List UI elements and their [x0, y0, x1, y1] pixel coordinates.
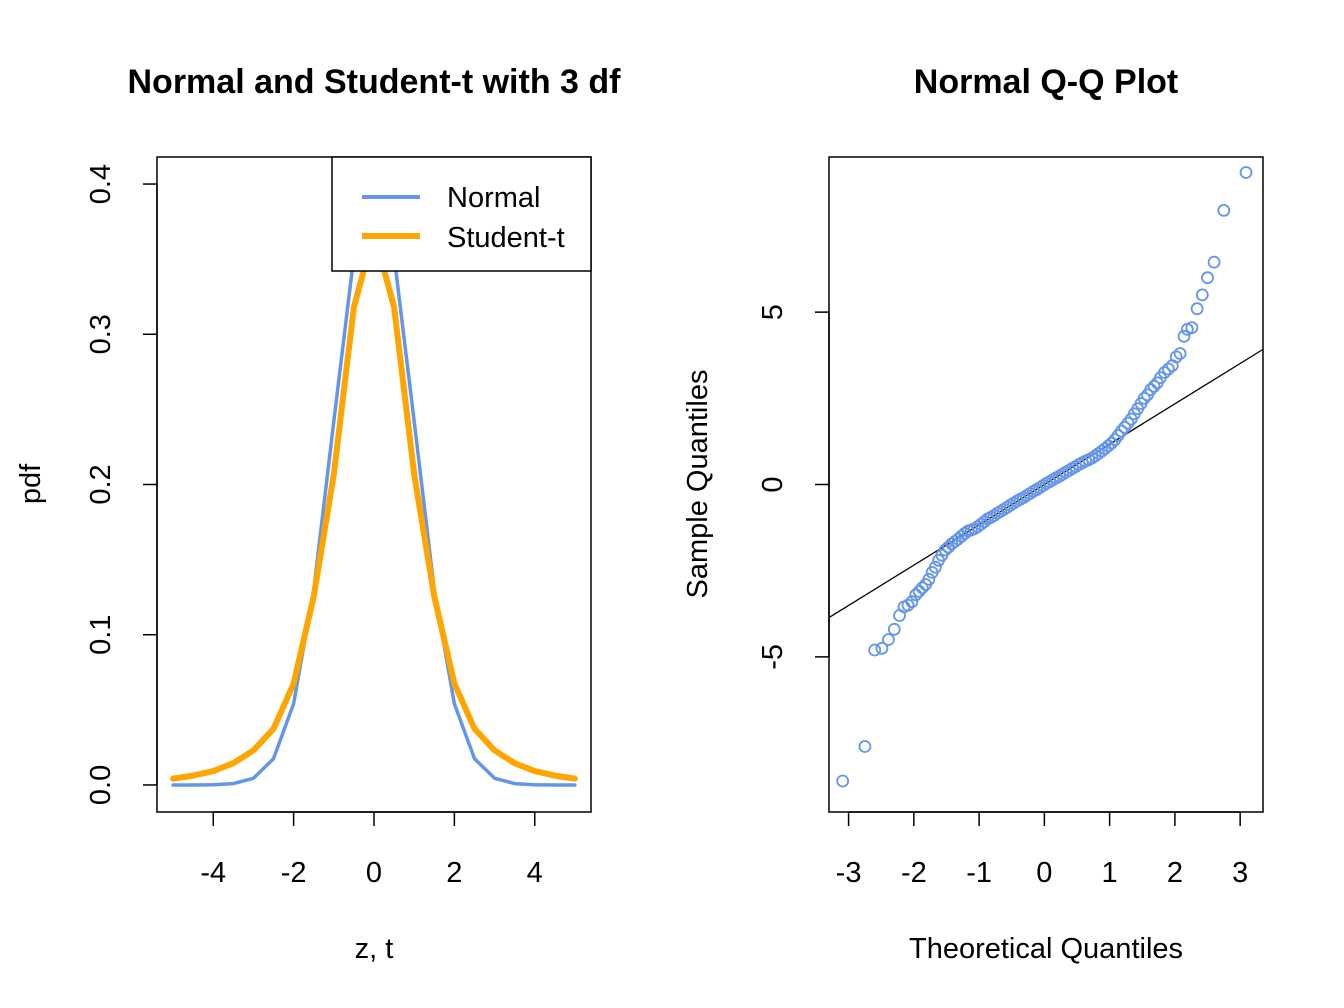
right-x-axis: -3 -2 -1 0 1 2 3	[836, 811, 1248, 889]
right-panel: Normal Q-Q Plot -3 -2 -1 0 1 2 3 -5 0 5 Theoreti…	[682, 63, 1264, 965]
qq-point	[1185, 321, 1199, 335]
x-tick-label: -2	[901, 857, 927, 889]
x-tick-label: -1	[966, 857, 992, 889]
qq-point	[977, 515, 991, 529]
left-x-axis: -4 -2 0 2 4	[200, 811, 543, 889]
right-x-axis-label: Theoretical Quantiles	[909, 933, 1183, 965]
series-line-normal	[171, 183, 577, 787]
qq-point	[1147, 379, 1161, 393]
qq-point	[901, 598, 915, 612]
qq-point	[929, 560, 942, 574]
qq-point	[1195, 288, 1209, 302]
qq-point	[1239, 166, 1253, 179]
right-chart-title: Normal Q-Q Plot	[914, 63, 1178, 101]
legend: Normal Student-t	[331, 156, 592, 272]
right-y-axis-label: Sample Quantiles	[682, 370, 714, 599]
qq-point	[1190, 302, 1204, 316]
qq-point	[1173, 347, 1187, 360]
qq-point	[909, 588, 923, 602]
qq-point	[1158, 366, 1171, 379]
qq-point	[887, 622, 901, 636]
left-y-axis: 0.0 0.1 0.2 0.3 0.4	[85, 164, 158, 805]
qq-point	[1105, 436, 1118, 450]
x-tick-label: 2	[446, 857, 462, 889]
qq-point	[1169, 350, 1183, 364]
left-plot-area	[170, 183, 578, 787]
y-tick-label: 0.1	[85, 615, 117, 655]
y-tick-label: 5	[757, 304, 789, 320]
qq-point	[882, 633, 895, 646]
legend-box	[331, 156, 592, 272]
qq-point	[858, 740, 872, 753]
qq-point	[1177, 329, 1191, 343]
qq-point	[912, 585, 926, 598]
x-tick-label: 1	[1102, 857, 1118, 889]
series-line-student-t	[170, 229, 578, 782]
y-tick-label: -5	[757, 644, 789, 670]
qq-point	[987, 509, 1001, 522]
qq-point	[1217, 203, 1231, 217]
qq-point	[1115, 424, 1128, 438]
y-tick-label: 0.0	[85, 765, 117, 805]
left-panel: Normal and Student-t with 3 df -4 -2 0 2 4 0…	[15, 63, 621, 965]
right-plot-area	[828, 166, 1264, 788]
x-tick-label: 0	[1036, 857, 1052, 889]
qq-point	[915, 581, 929, 595]
qq-point	[836, 774, 850, 788]
x-tick-label: -2	[281, 857, 307, 889]
qq-point	[1162, 362, 1175, 376]
x-tick-label: 2	[1167, 857, 1183, 889]
qq-point	[1201, 271, 1214, 285]
qq-point	[1207, 255, 1221, 269]
qq-point	[1137, 391, 1151, 405]
x-tick-label: 4	[527, 857, 543, 889]
right-plot-frame	[828, 156, 1264, 813]
legend-label-student-t: Student-t	[447, 222, 565, 254]
y-tick-label: 0.2	[85, 464, 117, 504]
y-tick-label: 0.4	[85, 164, 117, 204]
x-tick-label: -4	[200, 857, 226, 889]
x-tick-label: -3	[836, 857, 862, 889]
left-x-axis-label: z, t	[355, 933, 394, 965]
y-tick-label: 0	[757, 476, 789, 492]
qq-point	[875, 641, 889, 655]
qq-point	[922, 572, 936, 586]
x-tick-label: 3	[1232, 857, 1248, 889]
qq-point	[958, 527, 972, 540]
qq-point	[868, 643, 882, 657]
y-tick-label: 0.3	[85, 314, 117, 354]
x-tick-label: 0	[366, 857, 382, 889]
qq-point	[905, 595, 919, 609]
left-y-axis-label: pdf	[15, 463, 47, 504]
qq-point	[1144, 383, 1158, 397]
qq-reference-line	[828, 348, 1264, 619]
right-y-axis: -5 0 5	[757, 304, 830, 670]
legend-label-normal: Normal	[447, 182, 540, 214]
left-chart-title: Normal and Student-t with 3 df	[128, 63, 622, 101]
